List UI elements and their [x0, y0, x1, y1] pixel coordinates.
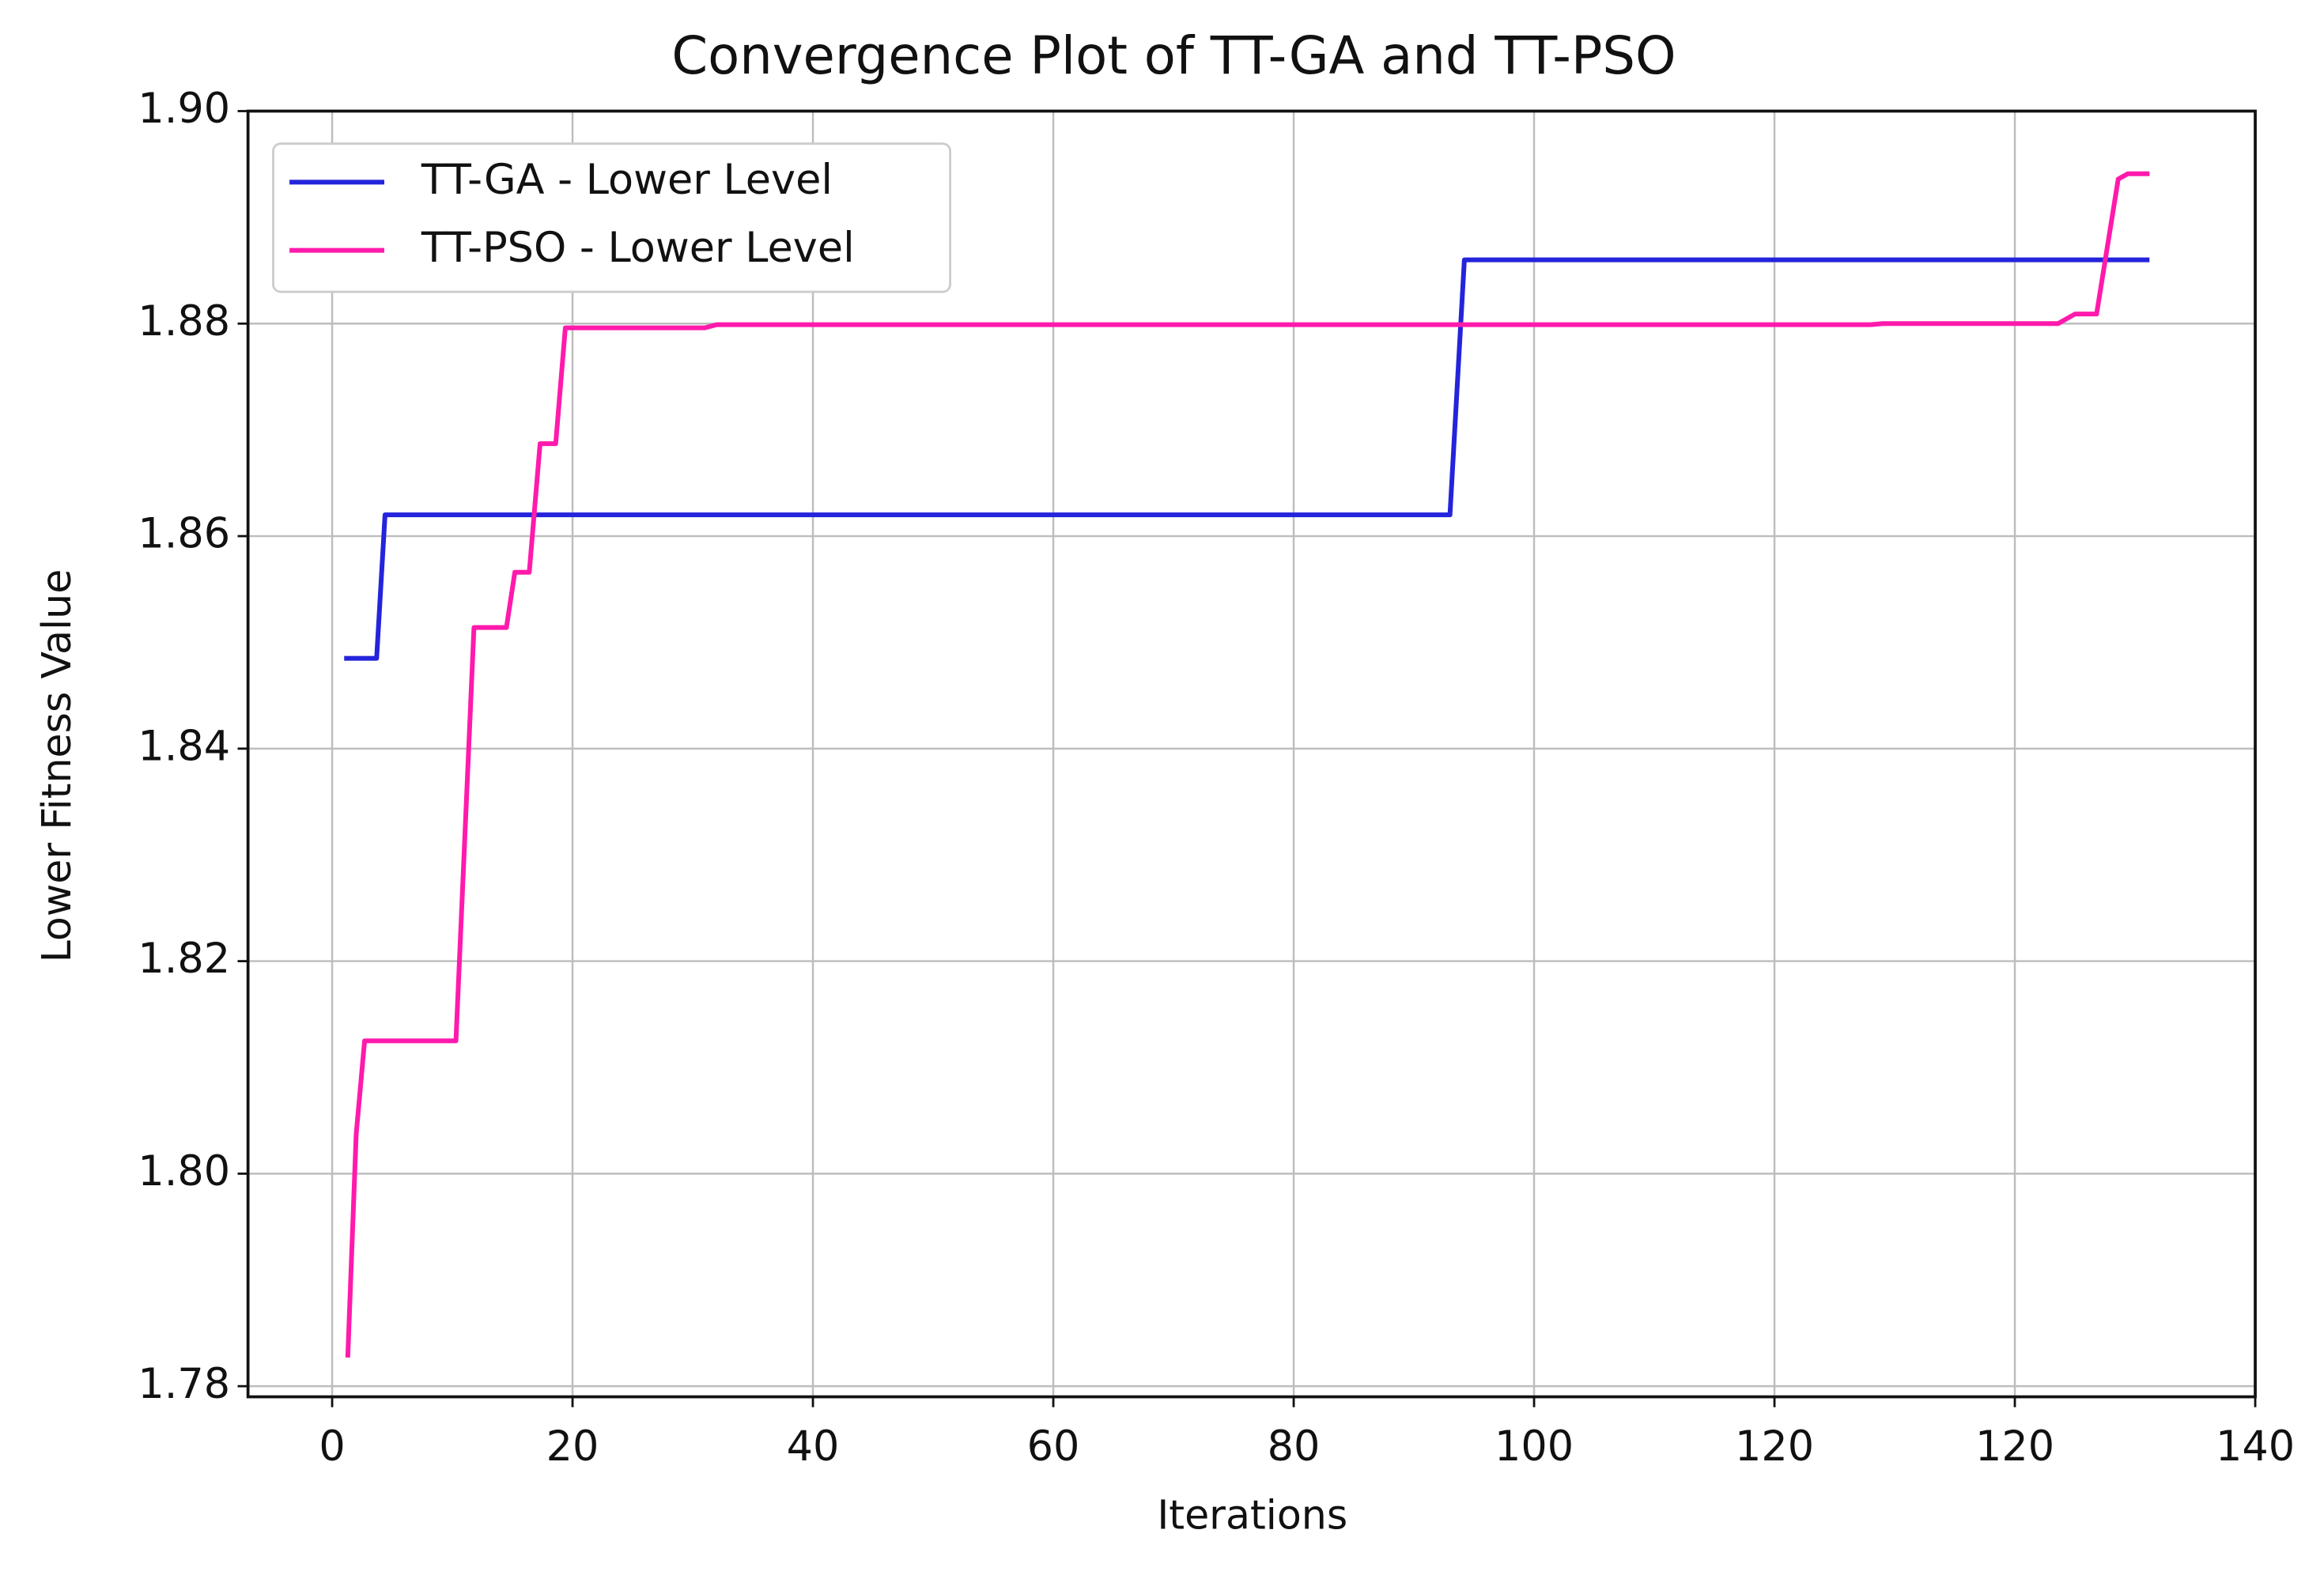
y-axis-label: Lower Fitness Value — [33, 569, 80, 963]
x-tick-label: 120 — [1735, 1422, 1814, 1471]
legend: TT-GA - Lower Level TT-PSO - Lower Level — [272, 142, 952, 293]
x-tick-label: 0 — [319, 1422, 345, 1471]
x-axis-label: Iterations — [1157, 1492, 1347, 1539]
y-tick-label: 1.88 — [138, 297, 230, 346]
legend-label: TT-PSO - Lower Level — [421, 224, 855, 272]
line-series — [344, 257, 2150, 661]
legend-box — [272, 142, 952, 293]
x-tick-label: 120 — [1975, 1422, 2054, 1471]
y-tick-label: 1.78 — [138, 1360, 230, 1408]
plot-frame — [246, 109, 2257, 1399]
legend-label: TT-GA - Lower Level — [421, 156, 833, 204]
chart-title: Convergence Plot of TT-GA and TT-PSO — [671, 26, 1676, 86]
x-tick-label: 80 — [1268, 1422, 1321, 1471]
y-tick-label: 1.80 — [138, 1147, 230, 1196]
y-tick-label: 1.90 — [138, 85, 230, 133]
x-tick-label: 20 — [546, 1422, 599, 1471]
x-tick-label: 40 — [787, 1422, 840, 1471]
y-tick-label: 1.82 — [138, 935, 230, 983]
y-tick-label: 1.86 — [138, 510, 230, 558]
x-tick-label: 100 — [1495, 1422, 1574, 1471]
x-tick-label: 60 — [1027, 1422, 1080, 1471]
y-tick-label: 1.84 — [138, 722, 230, 770]
line-series — [345, 171, 2150, 1358]
x-tick-label: 140 — [2216, 1422, 2295, 1471]
